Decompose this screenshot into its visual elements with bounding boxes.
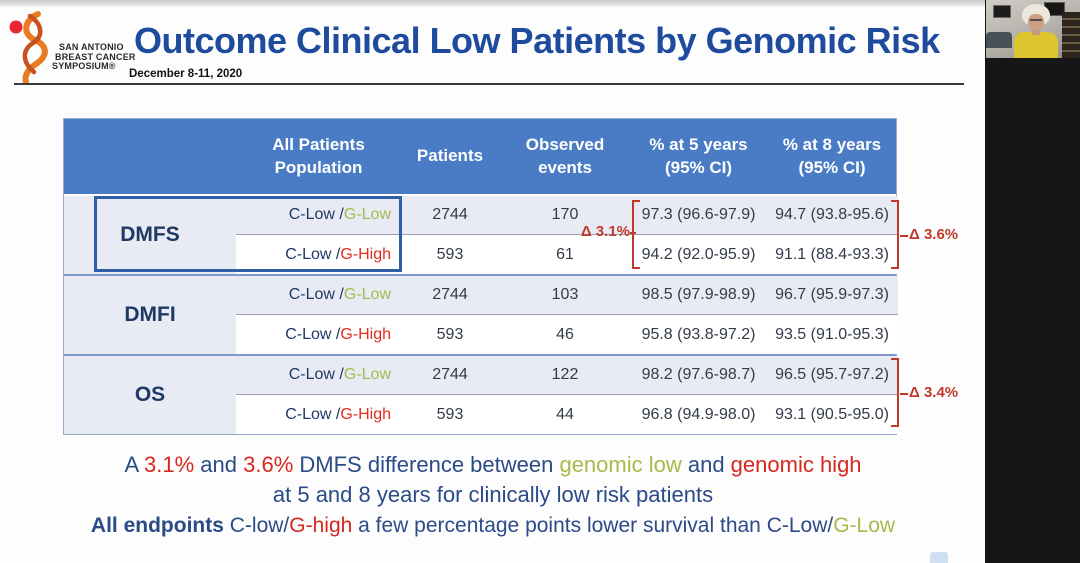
- col-header-population: All Patients Population: [272, 135, 365, 177]
- endpoint-label: DMFS: [64, 196, 236, 274]
- window-top-edge: [0, 0, 986, 7]
- summary-text: C-low/: [223, 514, 290, 537]
- delta-8yr-dmfs-label: Δ 3.6%: [899, 226, 959, 243]
- summary-line2: at 5 and 8 years for clinically low risk…: [272, 482, 714, 507]
- couch-shape: [986, 32, 1012, 48]
- pct8-cell: 93.5 (91.0-95.3): [766, 315, 898, 354]
- genomic-low-text: genomic low: [559, 452, 682, 477]
- group-prefix: C-Low /: [288, 286, 344, 303]
- summary-line1: A 3.1% and 3.6% DMFS difference between …: [0, 450, 986, 480]
- presenter-neck: [1032, 28, 1040, 35]
- genomic-high-text: genomic high: [730, 452, 862, 477]
- patients-cell: 2744: [401, 356, 499, 395]
- summary-text: a few percentage points lower survival t…: [352, 514, 834, 537]
- pct8-cell: 96.5 (95.7-97.2): [766, 356, 898, 395]
- pct5-cell: 95.8 (93.8-97.2): [631, 315, 766, 354]
- os-8yr-bracket: [891, 358, 899, 427]
- pct8-cell: 91.1 (88.4-93.3): [766, 235, 898, 274]
- events-cell: 103: [499, 276, 631, 315]
- group-cell: C-Low / G-High: [236, 315, 401, 354]
- header-spacer: [64, 119, 236, 194]
- picture-frame-icon: [993, 5, 1011, 18]
- table-section-dmfi: DMFI C-Low / G-Low 2744 103 98.5 (97.9-9…: [64, 274, 898, 354]
- delta-5yr-label: Δ 3.1%: [558, 223, 636, 240]
- delta-value-text: 3.1%: [144, 452, 195, 477]
- sabcs-ribbon-logo-icon: [9, 11, 48, 84]
- table-section-dmfs: DMFS C-Low / G-Low 2744 170 97.3 (96.6-9…: [64, 194, 898, 274]
- endpoint-label: OS: [64, 356, 236, 434]
- patients-cell: 593: [401, 395, 499, 434]
- table-header-row: All Patients Population Patients Observe…: [64, 119, 896, 194]
- group-risk: G-High: [340, 405, 391, 423]
- conference-date: December 8-11, 2020: [129, 68, 243, 80]
- g-low-text: G-Low: [833, 514, 896, 537]
- pct5-cell: 96.8 (94.9-98.0): [631, 395, 766, 434]
- group-risk: G-High: [340, 325, 391, 343]
- logo-line2: BREAST CANCER: [55, 51, 136, 62]
- col-header-pct8: % at 8 years (95% CI): [782, 135, 882, 177]
- sabcs-logo-text: SAN ANTONIO BREAST CANCER SYMPOSIUM®: [52, 42, 136, 72]
- col-header-pct5: % at 5 years (95% CI): [649, 135, 748, 177]
- presenter-face: [1028, 14, 1044, 30]
- endpoint-label: DMFI: [64, 276, 236, 354]
- group-prefix: C-Low /: [288, 366, 344, 383]
- table-section-os: OS C-Low / G-Low 2744 122 98.2 (97.6-98.…: [64, 354, 898, 434]
- events-cell: 44: [499, 395, 631, 434]
- group-cell: C-Low / G-High: [236, 235, 401, 274]
- bottom-edge-peek-icon: [930, 552, 948, 563]
- summary-text: A: [124, 452, 145, 477]
- patients-cell: 2744: [401, 276, 499, 315]
- summary-text: and: [194, 452, 244, 477]
- col-header-patients: Patients: [416, 146, 484, 166]
- outcomes-table: All Patients Population Patients Observe…: [63, 118, 898, 435]
- patients-cell: 593: [401, 235, 499, 274]
- pct5-cell: 94.2 (92.0-95.9): [631, 235, 766, 274]
- pct5-cell: 98.5 (97.9-98.9): [631, 276, 766, 315]
- group-prefix: C-Low /: [285, 245, 341, 263]
- col-header-events: Observed events: [525, 135, 605, 177]
- events-cell: 122: [499, 356, 631, 395]
- slide-title: Outcome Clinical Low Patients by Genomic…: [134, 20, 940, 61]
- group-cell: C-Low / G-Low: [236, 276, 401, 315]
- dmfs-8yr-bracket: [891, 200, 899, 269]
- pct5-cell: 98.2 (97.6-98.7): [631, 356, 766, 395]
- group-prefix: C-Low /: [288, 206, 344, 223]
- webcam-video-tile[interactable]: [986, 0, 1080, 58]
- group-risk: G-Low: [343, 206, 391, 223]
- all-endpoints-text: All endpoints: [90, 514, 224, 537]
- logo-line1: SAN ANTONIO: [59, 42, 124, 52]
- group-prefix: C-Low /: [285, 405, 341, 423]
- summary-block: A 3.1% and 3.6% DMFS difference between …: [0, 450, 986, 542]
- delta-8yr-os-label: Δ 3.4%: [899, 384, 959, 401]
- bookshelf-shape: [1062, 12, 1080, 58]
- patients-cell: 593: [401, 315, 499, 354]
- group-risk: G-Low: [343, 286, 391, 303]
- pct5-cell: 97.3 (96.6-97.9): [631, 196, 766, 235]
- presenter-body: [1014, 32, 1058, 58]
- summary-text: and: [681, 452, 731, 477]
- group-risk: G-High: [340, 245, 391, 263]
- presenter-glasses: [1030, 19, 1042, 21]
- group-risk: G-Low: [343, 366, 391, 383]
- pct8-cell: 94.7 (93.8-95.6): [766, 196, 898, 235]
- group-prefix: C-Low /: [285, 325, 341, 343]
- logo-line3: SYMPOSIUM®: [52, 61, 116, 71]
- dmfs-5yr-bracket: [632, 200, 640, 269]
- summary-text: DMFS difference between: [293, 452, 560, 477]
- group-cell: C-Low / G-Low: [236, 196, 401, 235]
- patients-cell: 2744: [401, 196, 499, 235]
- video-panel-background: [985, 0, 1080, 563]
- group-cell: C-Low / G-High: [236, 395, 401, 434]
- pct8-cell: 93.1 (90.5-95.0): [766, 395, 898, 434]
- pct8-cell: 96.7 (95.9-97.3): [766, 276, 898, 315]
- delta-value-text: 3.6%: [243, 452, 294, 477]
- summary-line3: All endpoints C-low/G-high a few percent…: [0, 510, 986, 542]
- events-cell: 170: [499, 196, 631, 235]
- g-high-text: G-high: [289, 514, 353, 537]
- group-cell: C-Low / G-Low: [236, 356, 401, 395]
- events-cell: 61: [499, 235, 631, 274]
- events-cell: 46: [499, 315, 631, 354]
- header-divider-rule: [14, 83, 964, 85]
